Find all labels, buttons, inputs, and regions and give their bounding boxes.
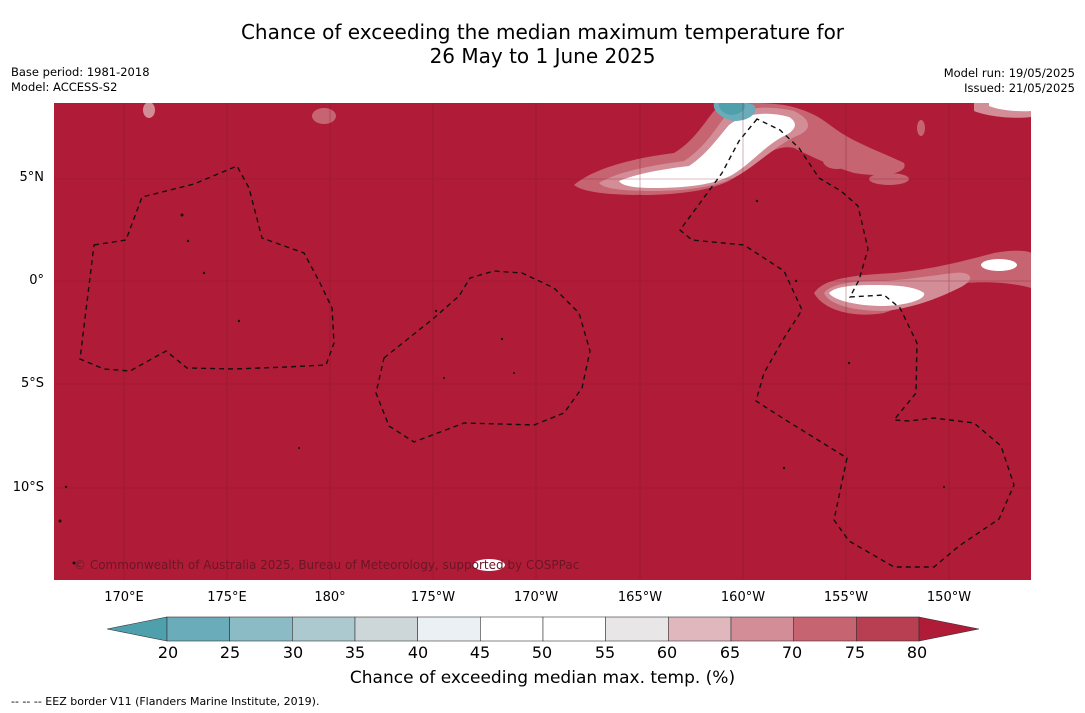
colorbar-segment-12	[856, 616, 920, 642]
lon-label-175w: 175°W	[410, 590, 456, 605]
spot-3	[823, 153, 851, 169]
lon-label-160w: 160°W	[720, 590, 766, 605]
lon-label-170e: 170°E	[104, 590, 144, 605]
colorbar-segment-8	[605, 616, 669, 642]
cb-tick-55: 55	[594, 643, 616, 662]
lat-label-5n: 5°N	[19, 170, 45, 185]
cb-tick-75: 75	[844, 643, 866, 662]
issued-date: Issued: 21/05/2025	[964, 81, 1075, 95]
colorbar-arrow-high	[918, 616, 979, 642]
lon-label-170w: 170°W	[513, 590, 559, 605]
lat-label-0: 0°	[29, 273, 44, 288]
title-line-1: Chance of exceeding the median maximum t…	[240, 20, 845, 44]
colorbar-segment-5	[417, 616, 481, 642]
meta-left: Base period: 1981-2018 Model: ACCESS-S2	[11, 65, 150, 95]
patch-north-teal-2	[718, 103, 746, 115]
spot-1	[312, 108, 336, 124]
cb-tick-50: 50	[531, 643, 553, 662]
colorbar-segment-6	[480, 616, 544, 642]
colorbar-segment-11	[793, 616, 857, 642]
cb-tick-80: 80	[906, 643, 928, 662]
islands	[58, 199, 945, 565]
lat-label-10s: 10°S	[12, 480, 44, 495]
copyright-notice: © Commonwealth of Australia 2025, Bureau…	[74, 558, 580, 572]
base-period: Base period: 1981-2018	[11, 65, 150, 79]
lat-label-5s: 5°S	[20, 376, 44, 391]
colorbar-arrow-low	[107, 616, 168, 642]
map-title: Chance of exceeding the median maximum t…	[0, 20, 1085, 68]
lon-label-155w: 155°W	[823, 590, 869, 605]
spot-5	[917, 120, 925, 136]
cb-tick-70: 70	[781, 643, 803, 662]
model-run: Model run: 19/05/2025	[943, 66, 1075, 80]
patch-north-center-3	[619, 113, 795, 188]
cb-tick-35: 35	[344, 643, 366, 662]
lon-label-180: 180°	[314, 590, 346, 605]
colorbar-segment-3	[292, 616, 356, 642]
cb-tick-60: 60	[656, 643, 678, 662]
spot-7	[473, 559, 505, 571]
cb-tick-25: 25	[219, 643, 241, 662]
title-line-2: 26 May to 1 June 2025	[429, 44, 656, 68]
colorbar-segment-10	[730, 616, 794, 642]
eez-tuvalu	[79, 165, 335, 372]
colorbar	[107, 616, 979, 642]
colorbar-segment-4	[354, 616, 418, 642]
spot-2	[143, 103, 155, 118]
colorbar-label: Chance of exceeding median max. temp. (%…	[349, 668, 736, 688]
lon-label-175e: 175°E	[207, 590, 247, 605]
meta-right: Model run: 19/05/2025 Issued: 21/05/2025	[944, 66, 1075, 96]
map-svg	[54, 103, 1031, 580]
probability-patches	[143, 103, 1031, 571]
eez-borders	[79, 118, 1015, 568]
patch-north-east-2	[989, 103, 1031, 112]
cb-tick-40: 40	[407, 643, 429, 662]
map-panel[interactable]: © Commonwealth of Australia 2025, Bureau…	[54, 103, 1031, 580]
graticule	[54, 103, 1031, 580]
lon-label-165w: 165°W	[617, 590, 663, 605]
colorbar-segment-9	[668, 616, 732, 642]
cb-tick-30: 30	[282, 643, 304, 662]
cb-tick-20: 20	[157, 643, 179, 662]
spot-6	[981, 259, 1017, 271]
colorbar-segment-7	[542, 616, 606, 642]
eez-legend-note: -- -- -- EEZ border V11 (Flanders Marine…	[11, 695, 320, 708]
colorbar-segment-2	[229, 616, 293, 642]
eez-line-east	[679, 118, 1015, 568]
cb-tick-45: 45	[469, 643, 491, 662]
eez-phoenix	[375, 270, 591, 443]
colorbar-segment-1	[166, 616, 230, 642]
lon-label-150w: 150°W	[926, 590, 972, 605]
model-name: Model: ACCESS-S2	[11, 80, 118, 94]
cb-tick-65: 65	[719, 643, 741, 662]
